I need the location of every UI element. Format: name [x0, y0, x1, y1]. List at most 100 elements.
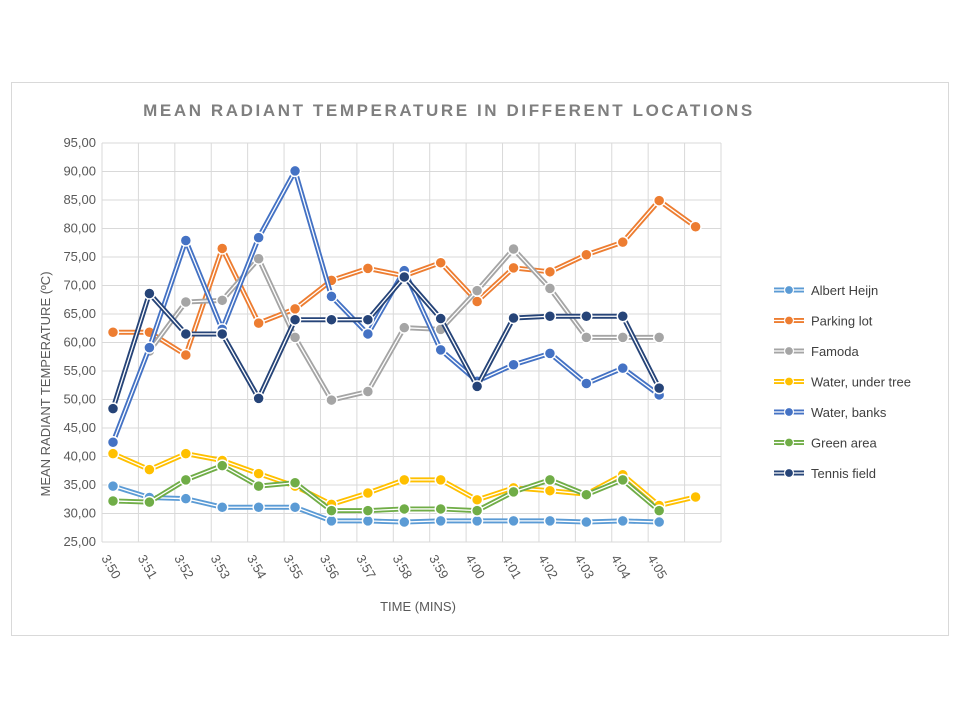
data-point: [398, 321, 411, 334]
data-point: [580, 377, 593, 390]
data-point: [252, 467, 265, 480]
data-point: [689, 490, 702, 504]
data-point: [652, 331, 666, 344]
data-point: [616, 514, 630, 528]
legend-item: Green area: [774, 436, 878, 451]
legend-item: Famoda: [774, 344, 859, 359]
data-point: [434, 473, 447, 487]
data-point: [252, 316, 265, 330]
y-tick-label: 25,00: [63, 534, 96, 549]
data-point: [580, 310, 593, 323]
series-line-inner: [112, 464, 660, 512]
x-tick-label: 3:57: [353, 552, 379, 581]
legend-label: Albert Heijn: [811, 283, 878, 298]
x-tick-label: 4:02: [535, 552, 561, 581]
data-point: [288, 313, 302, 326]
data-point: [470, 380, 484, 393]
legend-item: Water, banks: [774, 405, 887, 420]
data-point: [580, 515, 593, 529]
y-tick-label: 80,00: [63, 221, 96, 236]
data-point: [434, 312, 447, 325]
data-point: [434, 502, 447, 516]
y-tick-label: 85,00: [63, 192, 96, 207]
line-chart: MEAN RADIANT TEMPERATURE IN DIFFERENT LO…: [38, 101, 911, 614]
data-point: [325, 393, 338, 407]
data-point: [470, 493, 484, 507]
x-tick-label: 3:54: [244, 552, 270, 581]
legend-swatch-marker: [783, 467, 795, 479]
data-point: [398, 515, 411, 529]
data-point: [252, 252, 265, 265]
legend-label: Tennis field: [811, 466, 876, 481]
data-point: [652, 381, 666, 395]
legend-item: Parking lot: [774, 314, 873, 329]
x-axis-label: TIME (MINS): [380, 599, 456, 614]
data-point: [507, 485, 520, 499]
data-point: [325, 504, 338, 517]
x-tick-label: 3:55: [280, 552, 306, 581]
data-point: [252, 392, 265, 405]
data-point: [143, 495, 156, 509]
data-point: [179, 492, 193, 505]
data-point: [179, 348, 193, 362]
data-point: [689, 220, 702, 234]
legend-label: Parking lot: [811, 314, 873, 329]
data-point: [361, 313, 375, 326]
y-tick-label: 35,00: [63, 477, 96, 492]
legend-label: Green area: [811, 436, 878, 451]
data-point: [325, 514, 338, 528]
data-point: [361, 262, 375, 275]
series-albert-heijn: [106, 479, 666, 529]
data-point: [652, 504, 666, 517]
data-point: [398, 502, 411, 516]
series-line-inner: [112, 276, 660, 409]
legend-swatch-marker: [783, 437, 795, 448]
data-point: [215, 459, 229, 472]
data-point: [580, 331, 593, 344]
data-point: [215, 500, 229, 514]
x-tick-label: 3:56: [317, 552, 343, 581]
data-point: [215, 294, 229, 307]
data-point: [543, 347, 557, 360]
y-tick-label: 95,00: [63, 135, 96, 150]
legend-swatch-marker: [783, 315, 795, 326]
data-point: [143, 463, 156, 476]
data-point: [470, 284, 484, 297]
chart-title: MEAN RADIANT TEMPERATURE IN DIFFERENT LO…: [143, 101, 755, 120]
data-point: [325, 290, 338, 303]
x-tick-label: 4:05: [645, 552, 671, 581]
x-tick-label: 3:51: [135, 552, 161, 581]
data-point: [470, 514, 484, 528]
legend-label: Famoda: [811, 344, 859, 359]
data-point: [507, 358, 520, 371]
chart-frame: MEAN RADIANT TEMPERATURE IN DIFFERENT LO…: [11, 82, 949, 636]
data-point: [325, 313, 338, 326]
y-tick-label: 70,00: [63, 278, 96, 293]
series-tennis-field: [106, 270, 666, 415]
y-axis-ticks: 25,00 30,00 35,00 40,00 45,00 50,00 55,00 60,00…: [63, 135, 96, 549]
data-point: [580, 488, 593, 501]
x-axis-ticks: 3:50 3:51 3:52 3:53 3:54 3:55 3:56 3:57 3:58 3:59…: [98, 552, 670, 581]
data-point: [507, 261, 520, 275]
data-point: [361, 504, 375, 517]
data-point: [543, 514, 557, 528]
data-point: [143, 341, 156, 354]
data-point: [470, 504, 484, 517]
data-point: [616, 473, 630, 487]
data-point: [106, 479, 120, 493]
data-point: [106, 494, 120, 508]
data-point: [288, 476, 302, 489]
data-point: [616, 331, 630, 344]
data-point: [106, 325, 120, 339]
data-point: [179, 295, 193, 309]
y-tick-label: 60,00: [63, 335, 96, 350]
data-point: [616, 361, 630, 375]
data-point: [179, 473, 193, 487]
data-point: [507, 242, 520, 256]
data-point: [215, 242, 229, 255]
data-point: [507, 514, 520, 528]
y-tick-label: 50,00: [63, 392, 96, 407]
legend-item: Albert Heijn: [774, 283, 878, 298]
y-tick-label: 65,00: [63, 306, 96, 321]
data-point: [580, 248, 593, 261]
